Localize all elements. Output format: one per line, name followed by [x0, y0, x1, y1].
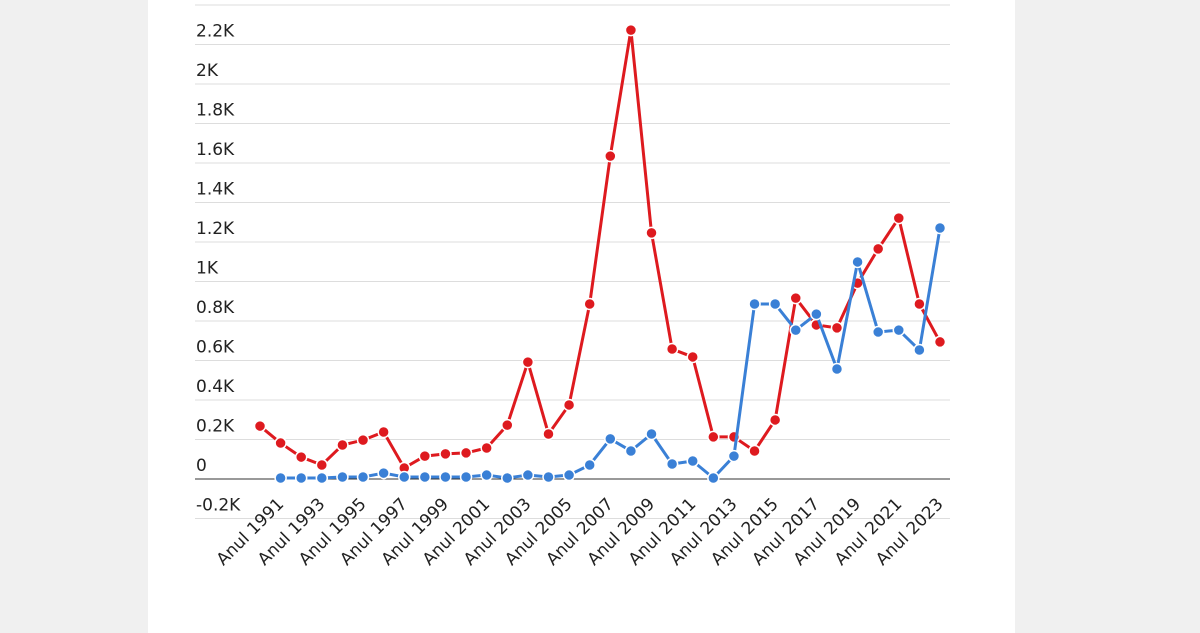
data-point: [768, 413, 782, 427]
data-point: [789, 291, 803, 305]
y-tick-label: 1K: [196, 259, 219, 279]
data-point: [439, 470, 452, 484]
y-tick-label: 0.4K: [196, 377, 235, 397]
data-point: [789, 323, 803, 337]
data-point: [397, 470, 411, 484]
data-point: [604, 432, 617, 446]
y-tick-label: -0.2K: [196, 496, 241, 516]
data-point: [624, 23, 638, 37]
data-point: [459, 470, 473, 484]
data-point: [830, 362, 844, 376]
data-point: [562, 468, 576, 482]
data-point: [542, 470, 555, 484]
data-point: [686, 350, 699, 364]
data-point: [377, 466, 390, 480]
y-tick-label: 0.8K: [196, 298, 235, 318]
data-point: [294, 450, 308, 464]
data-point: [624, 444, 638, 458]
data-point: [336, 438, 349, 452]
data-point: [274, 436, 287, 450]
data-point: [913, 297, 926, 311]
data-point: [871, 325, 885, 339]
data-point: [521, 468, 535, 482]
panel: [148, 0, 1015, 633]
data-point: [583, 458, 596, 472]
series-line: [259, 28, 942, 470]
data-point: [871, 242, 885, 256]
data-point: [521, 355, 535, 369]
data-point: [707, 471, 720, 485]
data-point: [645, 427, 658, 441]
data-point: [562, 398, 576, 412]
data-point: [892, 323, 906, 337]
data-point: [768, 297, 782, 311]
data-point: [315, 471, 329, 485]
data-point: [501, 418, 514, 432]
y-tick-label: 0.6K: [196, 338, 235, 358]
y-tick-label: 1.8K: [196, 101, 235, 121]
data-point: [418, 470, 432, 484]
data-point: [418, 449, 432, 463]
data-point: [336, 470, 349, 484]
data-point: [830, 321, 844, 335]
data-point: [892, 211, 906, 225]
data-point: [356, 470, 370, 484]
data-point: [377, 425, 390, 439]
y-tick-label: 1.2K: [196, 219, 235, 239]
y-tick-label: 2K: [196, 61, 219, 81]
data-point: [665, 457, 679, 471]
data-point: [810, 307, 823, 321]
y-tick-label: 0: [196, 456, 207, 476]
data-point: [604, 149, 617, 163]
data-point: [933, 221, 947, 235]
data-point: [294, 471, 308, 485]
data-point: [727, 449, 741, 463]
data-point: [748, 444, 761, 458]
data-point: [748, 297, 761, 311]
data-point: [665, 342, 679, 356]
data-point: [851, 255, 864, 269]
data-point: [459, 446, 473, 460]
data-point: [439, 447, 452, 461]
y-tick-label: 1.4K: [196, 180, 235, 200]
data-point: [480, 468, 493, 482]
data-point: [913, 343, 926, 357]
y-tick-label: 2.2K: [196, 22, 235, 42]
y-tick-label: 1.6K: [196, 140, 235, 160]
data-point: [542, 427, 555, 441]
data-point: [274, 471, 287, 485]
data-point: [315, 458, 329, 472]
data-point: [253, 419, 267, 433]
data-point: [707, 430, 720, 444]
data-point: [480, 441, 493, 455]
data-point: [501, 471, 514, 485]
data-point: [356, 433, 370, 447]
data-point: [645, 226, 658, 240]
data-point: [686, 454, 699, 468]
y-tick-label: 0.2K: [196, 417, 235, 437]
data-point: [933, 335, 947, 349]
data-point: [583, 297, 596, 311]
